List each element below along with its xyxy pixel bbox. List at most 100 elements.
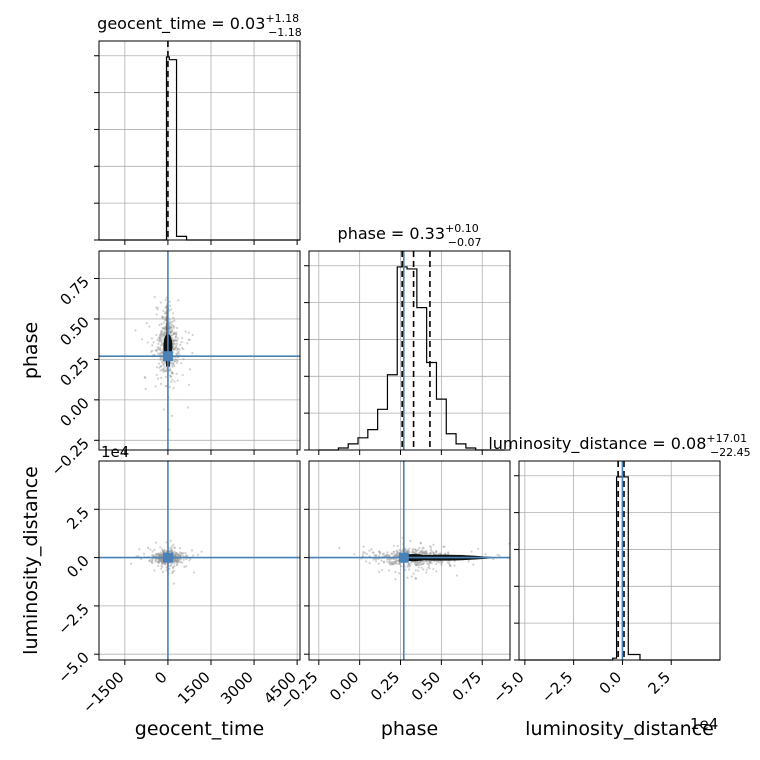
- sample-point: [361, 553, 364, 556]
- sample-point: [175, 551, 178, 555]
- sample-point: [160, 559, 163, 562]
- sample-point: [385, 553, 389, 556]
- sample-point: [435, 562, 438, 566]
- sample-point: [411, 551, 414, 555]
- sample-point: [408, 550, 411, 553]
- sample-point: [161, 315, 164, 318]
- sample-point: [428, 567, 431, 570]
- sample-point: [151, 554, 154, 557]
- title-geocent_time: geocent_time = 0.03+1.18 −1.18: [97, 12, 302, 39]
- sample-point: [146, 341, 149, 344]
- sample-point: [170, 372, 173, 375]
- sample-point: [421, 547, 424, 550]
- sample-point: [171, 371, 174, 375]
- xaxis-title-luminosity_distance: luminosity_distance: [525, 718, 714, 740]
- sample-point: [163, 333, 166, 336]
- sample-point: [165, 541, 168, 544]
- xtick-label-geocent_time: 0: [151, 668, 170, 687]
- sample-point: [419, 550, 423, 553]
- sample-point: [163, 360, 167, 363]
- title-phase: phase = 0.33+0.10 −0.07: [338, 222, 482, 249]
- sample-point: [439, 552, 442, 555]
- sample-point: [179, 343, 182, 346]
- sample-point: [419, 549, 422, 553]
- sample-point: [169, 362, 172, 365]
- sample-point: [163, 328, 166, 331]
- sample-point: [159, 356, 162, 359]
- sample-point: [173, 546, 176, 549]
- sample-point: [394, 554, 397, 557]
- sample-point: [180, 362, 183, 365]
- sample-point: [173, 554, 176, 557]
- sample-point: [173, 325, 176, 328]
- sample-point: [156, 338, 159, 342]
- sample-point: [429, 562, 432, 565]
- sample-point: [158, 559, 161, 562]
- sample-point: [157, 347, 160, 350]
- sample-point: [161, 317, 164, 320]
- yaxis-title-phase: phase: [20, 322, 42, 379]
- sample-point: [172, 333, 176, 336]
- sample-point: [178, 547, 182, 550]
- sample-point: [442, 545, 445, 548]
- sample-point: [172, 342, 175, 345]
- sample-point: [161, 342, 164, 345]
- sample-point: [175, 561, 178, 564]
- sample-point: [413, 551, 416, 554]
- ytick-label-phase: −0.25: [48, 434, 93, 479]
- sample-point: [157, 553, 160, 556]
- panel-geocent_time-hist: [98, 40, 301, 241]
- sample-point: [423, 561, 426, 564]
- sample-point: [171, 566, 175, 569]
- sample-point: [399, 565, 403, 568]
- sample-point: [163, 548, 166, 552]
- sample-point: [175, 559, 178, 562]
- sample-point: [427, 559, 430, 563]
- sample-point: [362, 545, 365, 548]
- sample-point: [176, 554, 179, 557]
- sample-point: [405, 550, 409, 553]
- sample-point: [155, 366, 159, 369]
- sample-point: [430, 562, 433, 565]
- sample-point: [386, 551, 389, 554]
- sample-point: [161, 361, 164, 364]
- sample-point: [171, 372, 175, 375]
- sample-point: [161, 558, 164, 561]
- sample-point: [170, 334, 174, 337]
- panel-luminosity_distance-hist: [518, 460, 721, 661]
- sample-point: [429, 552, 432, 555]
- sample-point: [444, 552, 447, 555]
- sample-point: [157, 342, 160, 345]
- sample-point: [393, 553, 396, 556]
- sample-point: [155, 552, 158, 555]
- sample-point: [421, 551, 424, 554]
- sample-point: [164, 306, 167, 309]
- sample-point: [413, 551, 416, 554]
- sample-point: [140, 557, 143, 561]
- sample-point: [163, 326, 166, 329]
- sample-point: [158, 340, 161, 343]
- sample-point: [394, 560, 397, 563]
- sample-point: [154, 385, 157, 388]
- sample-point: [176, 558, 179, 561]
- sample-point: [169, 549, 172, 552]
- sample-point: [432, 567, 435, 571]
- sample-point: [162, 363, 165, 367]
- sample-point: [184, 551, 187, 555]
- sample-point: [422, 551, 425, 554]
- sample-point: [440, 563, 443, 566]
- sample-point: [420, 566, 423, 569]
- sample-point: [161, 562, 165, 565]
- sample-point: [455, 574, 458, 577]
- sample-point: [173, 555, 177, 558]
- sample-point: [154, 541, 158, 544]
- sample-point: [427, 562, 430, 565]
- sample-point: [171, 548, 174, 551]
- sample-point: [398, 548, 401, 552]
- sample-point: [364, 560, 368, 563]
- sample-point: [160, 329, 163, 333]
- sample-point: [172, 569, 176, 572]
- sample-point: [388, 562, 391, 565]
- sample-point: [429, 560, 432, 563]
- sample-point: [158, 336, 161, 339]
